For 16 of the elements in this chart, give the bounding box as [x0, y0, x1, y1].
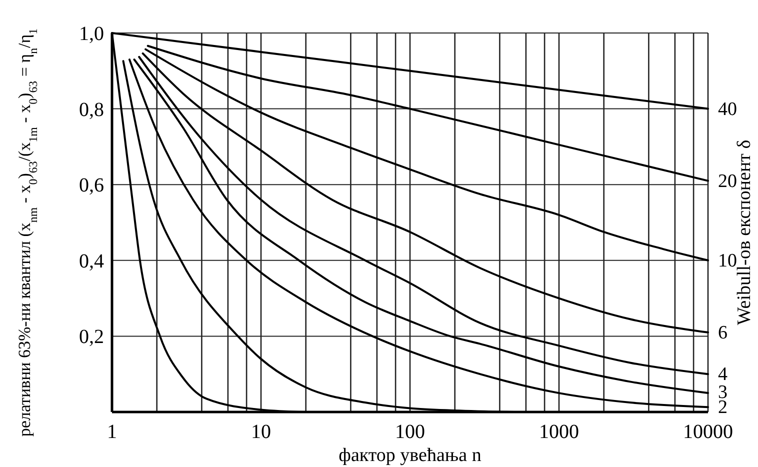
x-tick-label: 10000 — [683, 421, 733, 443]
x-tick-label: 100 — [395, 421, 425, 443]
y-tick-label: 1,0 — [79, 23, 104, 45]
series-label: 40 — [718, 98, 737, 120]
series-label: 20 — [718, 170, 737, 192]
y-tick-label: 0,6 — [79, 174, 104, 197]
x-tick-label: 1 — [107, 421, 117, 443]
x-tick-label: 10 — [251, 421, 271, 443]
y-tick-label: 0,8 — [79, 98, 104, 121]
x-axis-title: фактор увећања n — [338, 445, 482, 466]
series-label: 10 — [718, 250, 737, 272]
x-tick-label: 1000 — [539, 421, 579, 443]
series-label: 6 — [718, 322, 728, 344]
y-tick-label: 0,2 — [79, 326, 104, 348]
y-tick-label: 0,4 — [79, 250, 104, 272]
series-label: 4 — [718, 364, 728, 386]
